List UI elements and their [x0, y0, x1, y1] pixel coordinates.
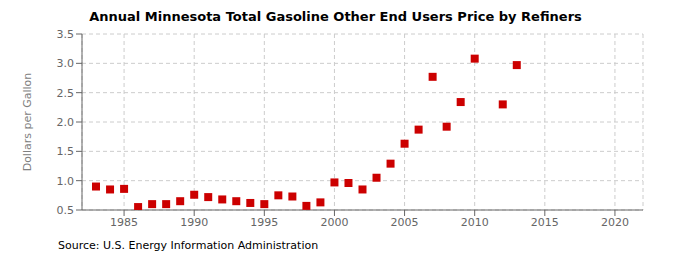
svg-text:1.5: 1.5 [57, 145, 75, 158]
svg-text:2.0: 2.0 [57, 116, 75, 129]
svg-text:3.0: 3.0 [57, 57, 75, 70]
svg-text:1995: 1995 [250, 216, 278, 229]
svg-text:1990: 1990 [180, 216, 208, 229]
svg-text:0.5: 0.5 [57, 204, 75, 217]
svg-text:2005: 2005 [391, 216, 419, 229]
svg-text:2020: 2020 [601, 216, 629, 229]
html-text:Annual Minnesota Total Gasolin: Annual Minnesota Total Gasoline Other En… [89, 9, 582, 24]
svg-text:2.5: 2.5 [57, 87, 75, 100]
svg-text:Dollars per Gallon: Dollars per Gallon [21, 73, 34, 172]
svg-text:1.0: 1.0 [57, 175, 75, 188]
svg-text:2000: 2000 [320, 216, 348, 229]
svg-text:2015: 2015 [531, 216, 559, 229]
svg-text:1985: 1985 [110, 216, 138, 229]
svg-text:3.5: 3.5 [57, 28, 75, 41]
html-text:Source: U.S. Energy Informatio: Source: U.S. Energy Information Administ… [58, 239, 319, 252]
svg-text:2010: 2010 [461, 216, 489, 229]
